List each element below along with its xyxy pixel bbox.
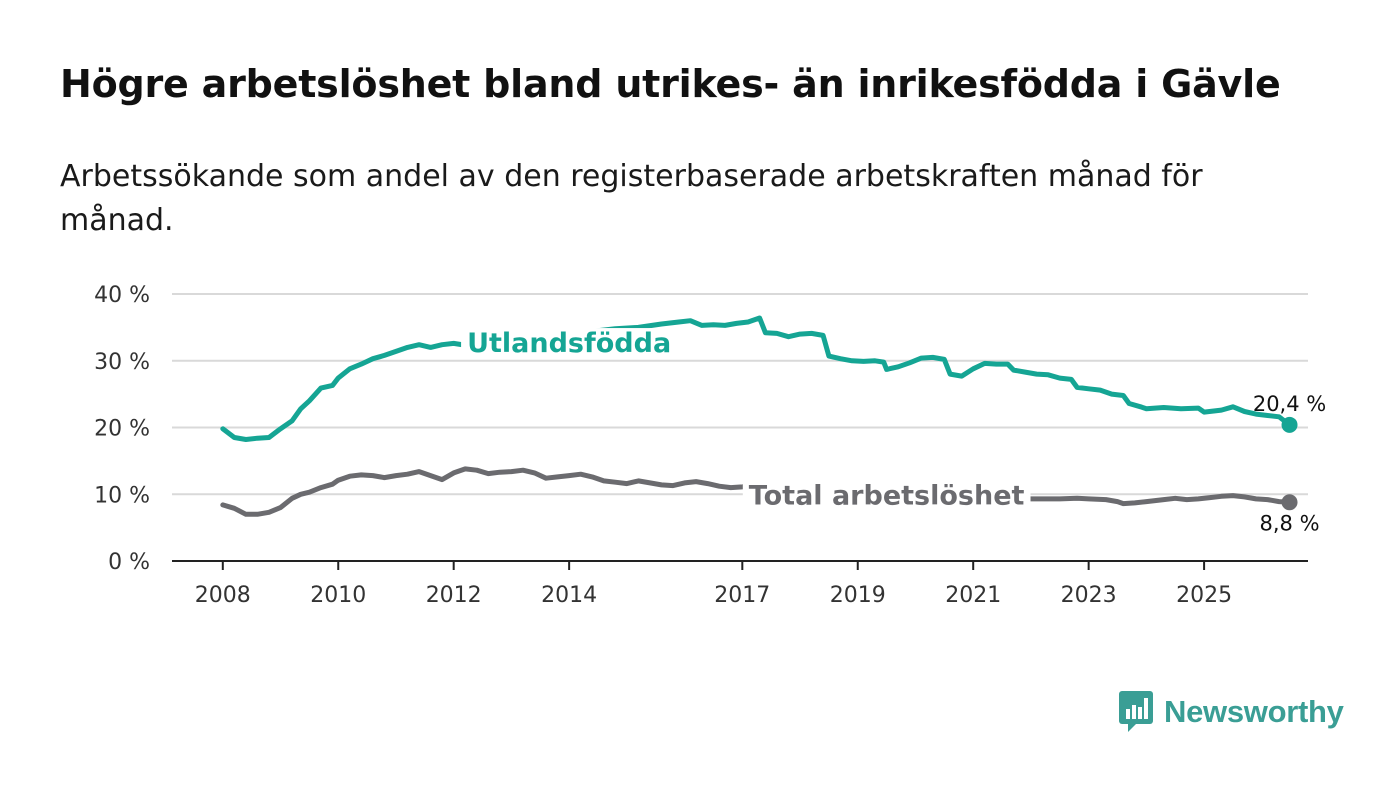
end-dot-utlandsfodda — [1281, 416, 1298, 433]
chart-title: Högre arbetslöshet bland utrikes- än inr… — [60, 62, 1281, 106]
series-lines — [220, 315, 1292, 517]
series-label-background — [742, 480, 1031, 512]
y-tick-label: 40 % — [94, 283, 150, 308]
x-tick-label: 2012 — [426, 583, 482, 608]
newsworthy-logo-icon — [1119, 691, 1153, 732]
series-line-utlandsfodda — [220, 315, 1292, 442]
y-tick-label: 20 % — [94, 417, 150, 442]
x-tick-label: 2017 — [714, 583, 770, 608]
chart-subtitle: Arbetssökande som andel av den registerb… — [60, 159, 1203, 238]
series-label-total-arbetsloshet: Total arbetslöshet — [749, 480, 1025, 511]
gridlines — [172, 293, 1308, 496]
end-dot-total-arbetsloshet — [1281, 494, 1298, 511]
series-labels: Utlandsfödda Total arbetslöshet — [461, 328, 1031, 512]
series-label-background — [461, 328, 678, 360]
x-tick-label: 2010 — [310, 583, 366, 608]
y-axis-ticks: 0 % 10 % 20 % 30 % 40 % — [94, 283, 150, 575]
x-tick-label: 2025 — [1176, 583, 1232, 608]
y-tick-label: 10 % — [94, 483, 150, 508]
x-axis-ticks: 2008 2010 2012 2014 2017 2019 2021 2023 2025 — [195, 561, 1232, 608]
end-value-label-total-arbetsloshet: 8,8 % — [1260, 511, 1320, 535]
newsworthy-logo[interactable]: Newsworthy — [1118, 690, 1344, 734]
y-tick-label: 0 % — [108, 550, 150, 575]
end-markers: 20,4 % 8,8 % — [1253, 392, 1326, 535]
x-tick-label: 2021 — [945, 583, 1001, 608]
x-tick-label: 2019 — [830, 583, 886, 608]
newsworthy-logo-text: Newsworthy — [1164, 694, 1344, 729]
end-value-label-utlandsfodda: 20,4 % — [1253, 392, 1326, 416]
x-tick-label: 2008 — [195, 583, 251, 608]
series-label-utlandsfodda: Utlandsfödda — [467, 328, 671, 359]
series-line-total-arbetsloshet — [220, 466, 1292, 517]
x-tick-label: 2014 — [541, 583, 597, 608]
y-tick-label: 30 % — [94, 350, 150, 375]
x-tick-label: 2023 — [1061, 583, 1117, 608]
